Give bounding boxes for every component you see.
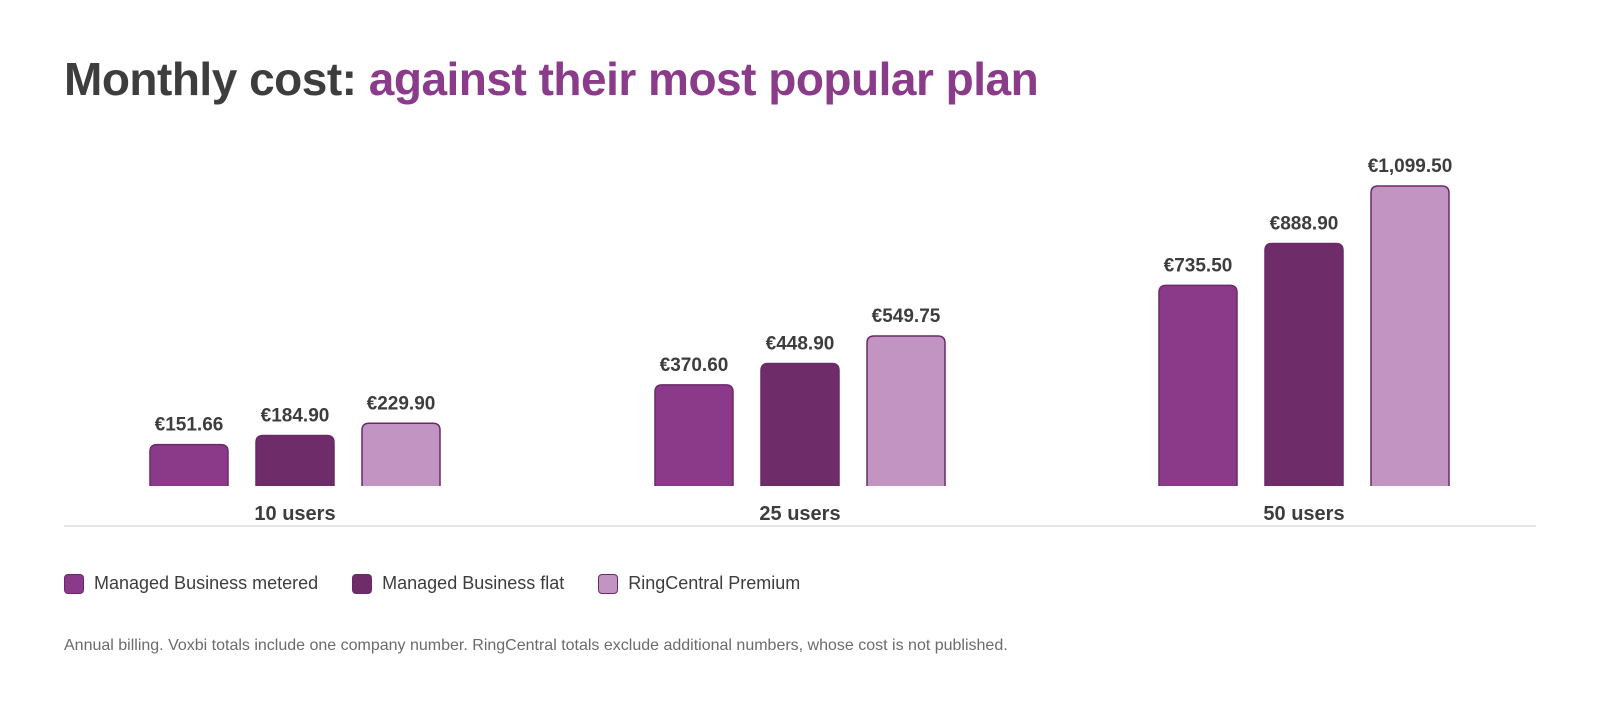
legend-swatch-premium [598,573,619,594]
bar-value-label: €549.75 [872,306,941,327]
bar-3-2 [866,335,946,486]
legend-swatch-flat [352,573,373,594]
bar-1-3 [1158,284,1238,486]
footnote: Annual billing. Voxbi totals include one… [64,637,1008,654]
legend-label-premium: RingCentral Premium [628,573,801,593]
bar-3-3 [1370,185,1450,486]
legend-item-managed-business-metered: Managed Business metered [64,573,318,594]
bar-value-label: €448.90 [766,334,835,355]
bar-value-label: €370.60 [660,355,729,376]
legend-swatch-metered [64,573,84,594]
category-label: 25 users [759,503,840,525]
category-label: 50 users [1263,503,1344,525]
chart-title: Monthly cost: against their most popular… [64,52,1039,106]
category-label: 10 users [254,503,335,525]
legend-label-metered: Managed Business metered [94,573,319,593]
bar-2-2 [760,362,840,486]
legend-item-managed-business-flat: Managed Business flat [352,573,564,594]
chart-legend: Managed Business metered Managed Busines… [64,573,800,594]
bar-1-1 [149,443,229,486]
bar-2-1 [255,434,335,486]
legend-label-flat: Managed Business flat [382,573,565,593]
bar-value-label: €184.90 [261,406,330,427]
bar-1-2 [654,384,734,486]
legend-item-ringcentral-premium: RingCentral Premium [598,573,800,594]
chart-title-accent: against their most popular plan [368,53,1039,105]
bar-value-label: €1,099.50 [1368,156,1453,177]
bar-value-label: €151.66 [155,415,224,436]
bar-3-1 [361,422,441,486]
bar-2-3 [1264,242,1344,486]
bar-value-label: €888.90 [1270,213,1339,234]
bar-value-label: €735.50 [1164,255,1233,276]
bar-value-label: €229.90 [367,393,436,414]
chart-title-prefix: Monthly cost: [64,53,357,105]
